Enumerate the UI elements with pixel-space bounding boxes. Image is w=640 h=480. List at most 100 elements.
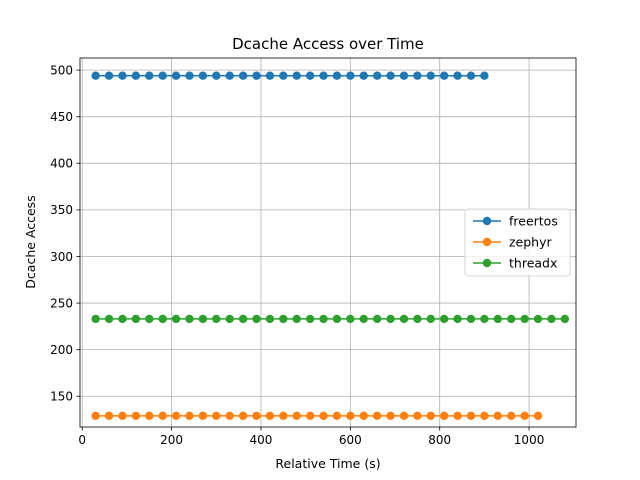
data-point [265,411,275,421]
data-point [386,314,395,324]
data-point [413,411,422,421]
data-point [332,411,342,421]
legend-item-freertos: freertos [473,214,558,229]
data-point [104,411,114,421]
series-threadx [91,314,570,324]
data-point [480,71,489,80]
data-point [131,411,141,421]
data-point [346,411,355,421]
data-point [560,314,570,324]
data-point [493,314,503,324]
data-point [118,411,127,421]
plot-frame [79,57,577,428]
data-point [453,411,462,421]
ticks: 0 200 400 600 800 1000 150 200 250 300 350 400 450 50… [50,63,544,447]
legend-item-threadx: threadx [473,256,557,271]
data-point [547,314,556,324]
series-zephyr [91,411,543,421]
x-tick-label: 400 [250,433,273,447]
data-point [91,314,100,324]
data-point [292,71,301,80]
data-point [305,71,315,80]
data-point [426,71,435,80]
data-point [252,411,261,421]
series-freertos [91,71,489,80]
data-point [493,411,503,421]
data-point [171,314,181,324]
data-point [131,71,141,80]
data-point [346,71,355,80]
y-tick-label: 450 [50,110,73,124]
data-point [439,71,449,80]
data-point [359,411,368,421]
data-point [386,71,395,80]
y-tick-label: 300 [50,250,73,264]
data-point [104,314,114,324]
data-point [332,71,342,80]
data-point [185,411,194,421]
data-point [225,411,234,421]
data-point [359,71,368,80]
data-point [292,314,301,324]
data-point [319,71,328,80]
data-point [319,411,328,421]
data-point [466,411,476,421]
data-point [399,71,409,80]
data-point [466,314,476,324]
data-point [480,314,489,324]
data-point [185,314,194,324]
data-point [533,411,543,421]
data-point [145,314,154,324]
y-tick-label: 150 [50,390,73,404]
data-point [453,71,462,80]
data-point [171,71,181,80]
data-point [158,314,167,324]
data-point [238,411,248,421]
data-point [158,411,167,421]
data-point [104,71,114,80]
data-point [426,411,435,421]
x-axis-label: Relative Time (s) [275,456,380,471]
data-point [520,314,529,324]
data-point [533,314,543,324]
series-layer [91,71,570,421]
data-point [238,71,248,80]
data-point [238,314,248,324]
y-tick-label: 400 [50,157,73,171]
data-point [279,411,288,421]
legend-marker [482,216,492,226]
data-point [252,314,261,324]
data-point [413,71,422,80]
data-point [507,314,516,324]
legend-label: threadx [509,256,557,271]
data-point [198,71,208,80]
data-point [305,314,315,324]
data-point [466,71,476,80]
y-tick-label: 250 [50,296,73,310]
y-tick-label: 350 [50,203,73,217]
data-point [439,314,449,324]
legend: freertos zephyr threadx [464,208,571,277]
legend-label: zephyr [509,235,553,250]
data-point [346,314,355,324]
data-point [158,71,167,80]
data-point [185,71,194,80]
data-point [453,314,462,324]
x-tick-label: 1000 [514,433,545,447]
data-point [439,411,449,421]
chart-title: Dcache Access over Time [232,35,424,53]
data-point [399,314,409,324]
data-point [359,314,368,324]
data-point [413,314,422,324]
x-tick-label: 800 [428,433,451,447]
data-point [372,71,382,80]
data-point [91,411,100,421]
data-point [507,411,516,421]
data-point [265,314,275,324]
data-point [198,411,208,421]
data-point [265,71,275,80]
data-point [212,314,221,324]
data-point [198,314,208,324]
data-point [91,71,100,80]
